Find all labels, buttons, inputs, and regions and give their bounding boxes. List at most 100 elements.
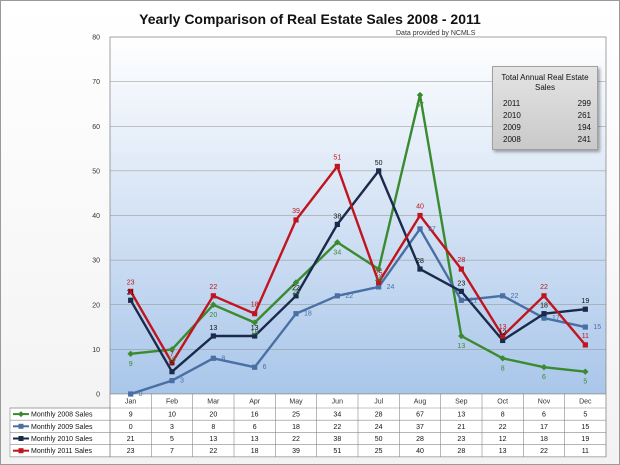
- totals-row-2008: 2008 241: [503, 135, 591, 147]
- data-point: [541, 311, 547, 317]
- data-point: [168, 346, 176, 353]
- table-cell: 22: [540, 448, 548, 455]
- series-line: [129, 165, 587, 364]
- data-label: 34: [333, 249, 341, 256]
- data-label: 10: [168, 356, 176, 363]
- data-point: [416, 91, 424, 99]
- data-point: [540, 364, 548, 371]
- table-cell: 5: [583, 412, 587, 419]
- data-label: 6: [542, 374, 546, 381]
- data-label: 20: [209, 312, 217, 319]
- totals-year: 2011: [503, 99, 521, 108]
- table-cell: 18: [292, 424, 300, 431]
- x-tick-label: Apr: [249, 399, 261, 406]
- data-label: 5: [170, 361, 174, 368]
- data-point: [582, 306, 588, 312]
- data-point: [210, 333, 216, 339]
- table-cell: 28: [375, 412, 383, 419]
- data-point: [417, 226, 423, 232]
- legend-marker: [18, 436, 24, 441]
- data-point: [582, 342, 588, 348]
- y-tick-label: 70: [92, 79, 100, 86]
- totals-box-title: Total Annual Real Estate Sales: [501, 73, 589, 92]
- data-label: 28: [416, 258, 424, 265]
- legend-label: Monthly 2011 Sales: [31, 448, 92, 455]
- totals-value: 194: [577, 123, 591, 132]
- legend-label: Monthly 2009 Sales: [31, 424, 93, 431]
- data-point: [293, 293, 299, 299]
- table-cell: 39: [292, 448, 300, 455]
- table-cell: 28: [416, 436, 424, 443]
- table-cell: 40: [416, 448, 424, 455]
- totals-value: 299: [577, 99, 591, 108]
- data-label: 18: [304, 311, 312, 318]
- data-label: 0: [139, 391, 143, 398]
- data-label: 21: [127, 289, 135, 296]
- table-cell: 37: [416, 424, 424, 431]
- data-point: [375, 265, 382, 273]
- x-tick-label: May: [289, 399, 303, 406]
- table-cell: 22: [499, 424, 507, 431]
- data-point: [376, 279, 382, 286]
- data-point: [499, 355, 506, 362]
- y-tick-label: 30: [92, 258, 100, 265]
- table-cell: 28: [457, 448, 465, 455]
- table-cell: 22: [209, 448, 217, 455]
- table-cell: 19: [581, 436, 589, 443]
- x-tick-label: Nov: [538, 399, 551, 406]
- chart-subtitle: Data provided by NCMLS: [396, 30, 476, 37]
- y-tick-label: 20: [92, 302, 100, 309]
- data-point: [458, 297, 464, 303]
- data-label: 28: [457, 257, 465, 264]
- table-cell: 9: [129, 412, 133, 419]
- data-label: 16: [251, 330, 259, 337]
- table-cell: 11: [582, 448, 589, 455]
- table-cell: 13: [209, 436, 217, 443]
- data-label: 6: [263, 364, 267, 371]
- table-cell: 24: [375, 424, 383, 431]
- data-label: 8: [501, 365, 505, 372]
- data-label: 5: [583, 379, 587, 386]
- data-point: [128, 288, 134, 294]
- data-point: [128, 391, 134, 397]
- data-point: [252, 364, 258, 370]
- data-point: [376, 284, 382, 290]
- data-label: 23: [457, 280, 465, 287]
- data-point: [500, 293, 506, 299]
- table-cell: 16: [251, 412, 259, 419]
- table-cell: 13: [499, 448, 507, 455]
- data-point: [582, 368, 589, 375]
- data-label: 25: [375, 270, 383, 277]
- table-cell: 6: [253, 424, 257, 431]
- data-label: 37: [428, 226, 436, 233]
- data-point: [458, 332, 465, 340]
- table-cell: 21: [127, 436, 135, 443]
- x-tick-label: Jul: [374, 399, 383, 406]
- data-point: [293, 217, 299, 223]
- data-point: [252, 333, 258, 339]
- data-label: 50: [375, 160, 383, 167]
- y-tick-label: 80: [92, 35, 100, 42]
- data-point: [376, 168, 382, 174]
- data-label: 24: [387, 284, 395, 291]
- legend-marker: [18, 411, 24, 418]
- data-label: 22: [540, 284, 548, 291]
- data-label: 13: [251, 325, 259, 332]
- data-label: 22: [511, 293, 519, 300]
- totals-year: 2010: [503, 111, 521, 120]
- data-label: 11: [582, 333, 589, 340]
- data-point: [500, 337, 506, 344]
- table-cell: 10: [168, 412, 176, 419]
- data-label: 8: [221, 355, 225, 362]
- table-cell: 67: [416, 412, 424, 419]
- data-point: [417, 266, 423, 272]
- table-cell: 15: [581, 424, 589, 431]
- total-annual-sales-box: Total Annual Real Estate Sales 2011 299 …: [492, 66, 598, 150]
- data-point: [128, 297, 134, 303]
- data-label: 21: [469, 297, 477, 304]
- data-point: [169, 378, 175, 384]
- data-point: [500, 333, 506, 339]
- data-label: 13: [499, 324, 507, 331]
- y-tick-label: 0: [96, 392, 100, 399]
- data-point: [417, 212, 423, 219]
